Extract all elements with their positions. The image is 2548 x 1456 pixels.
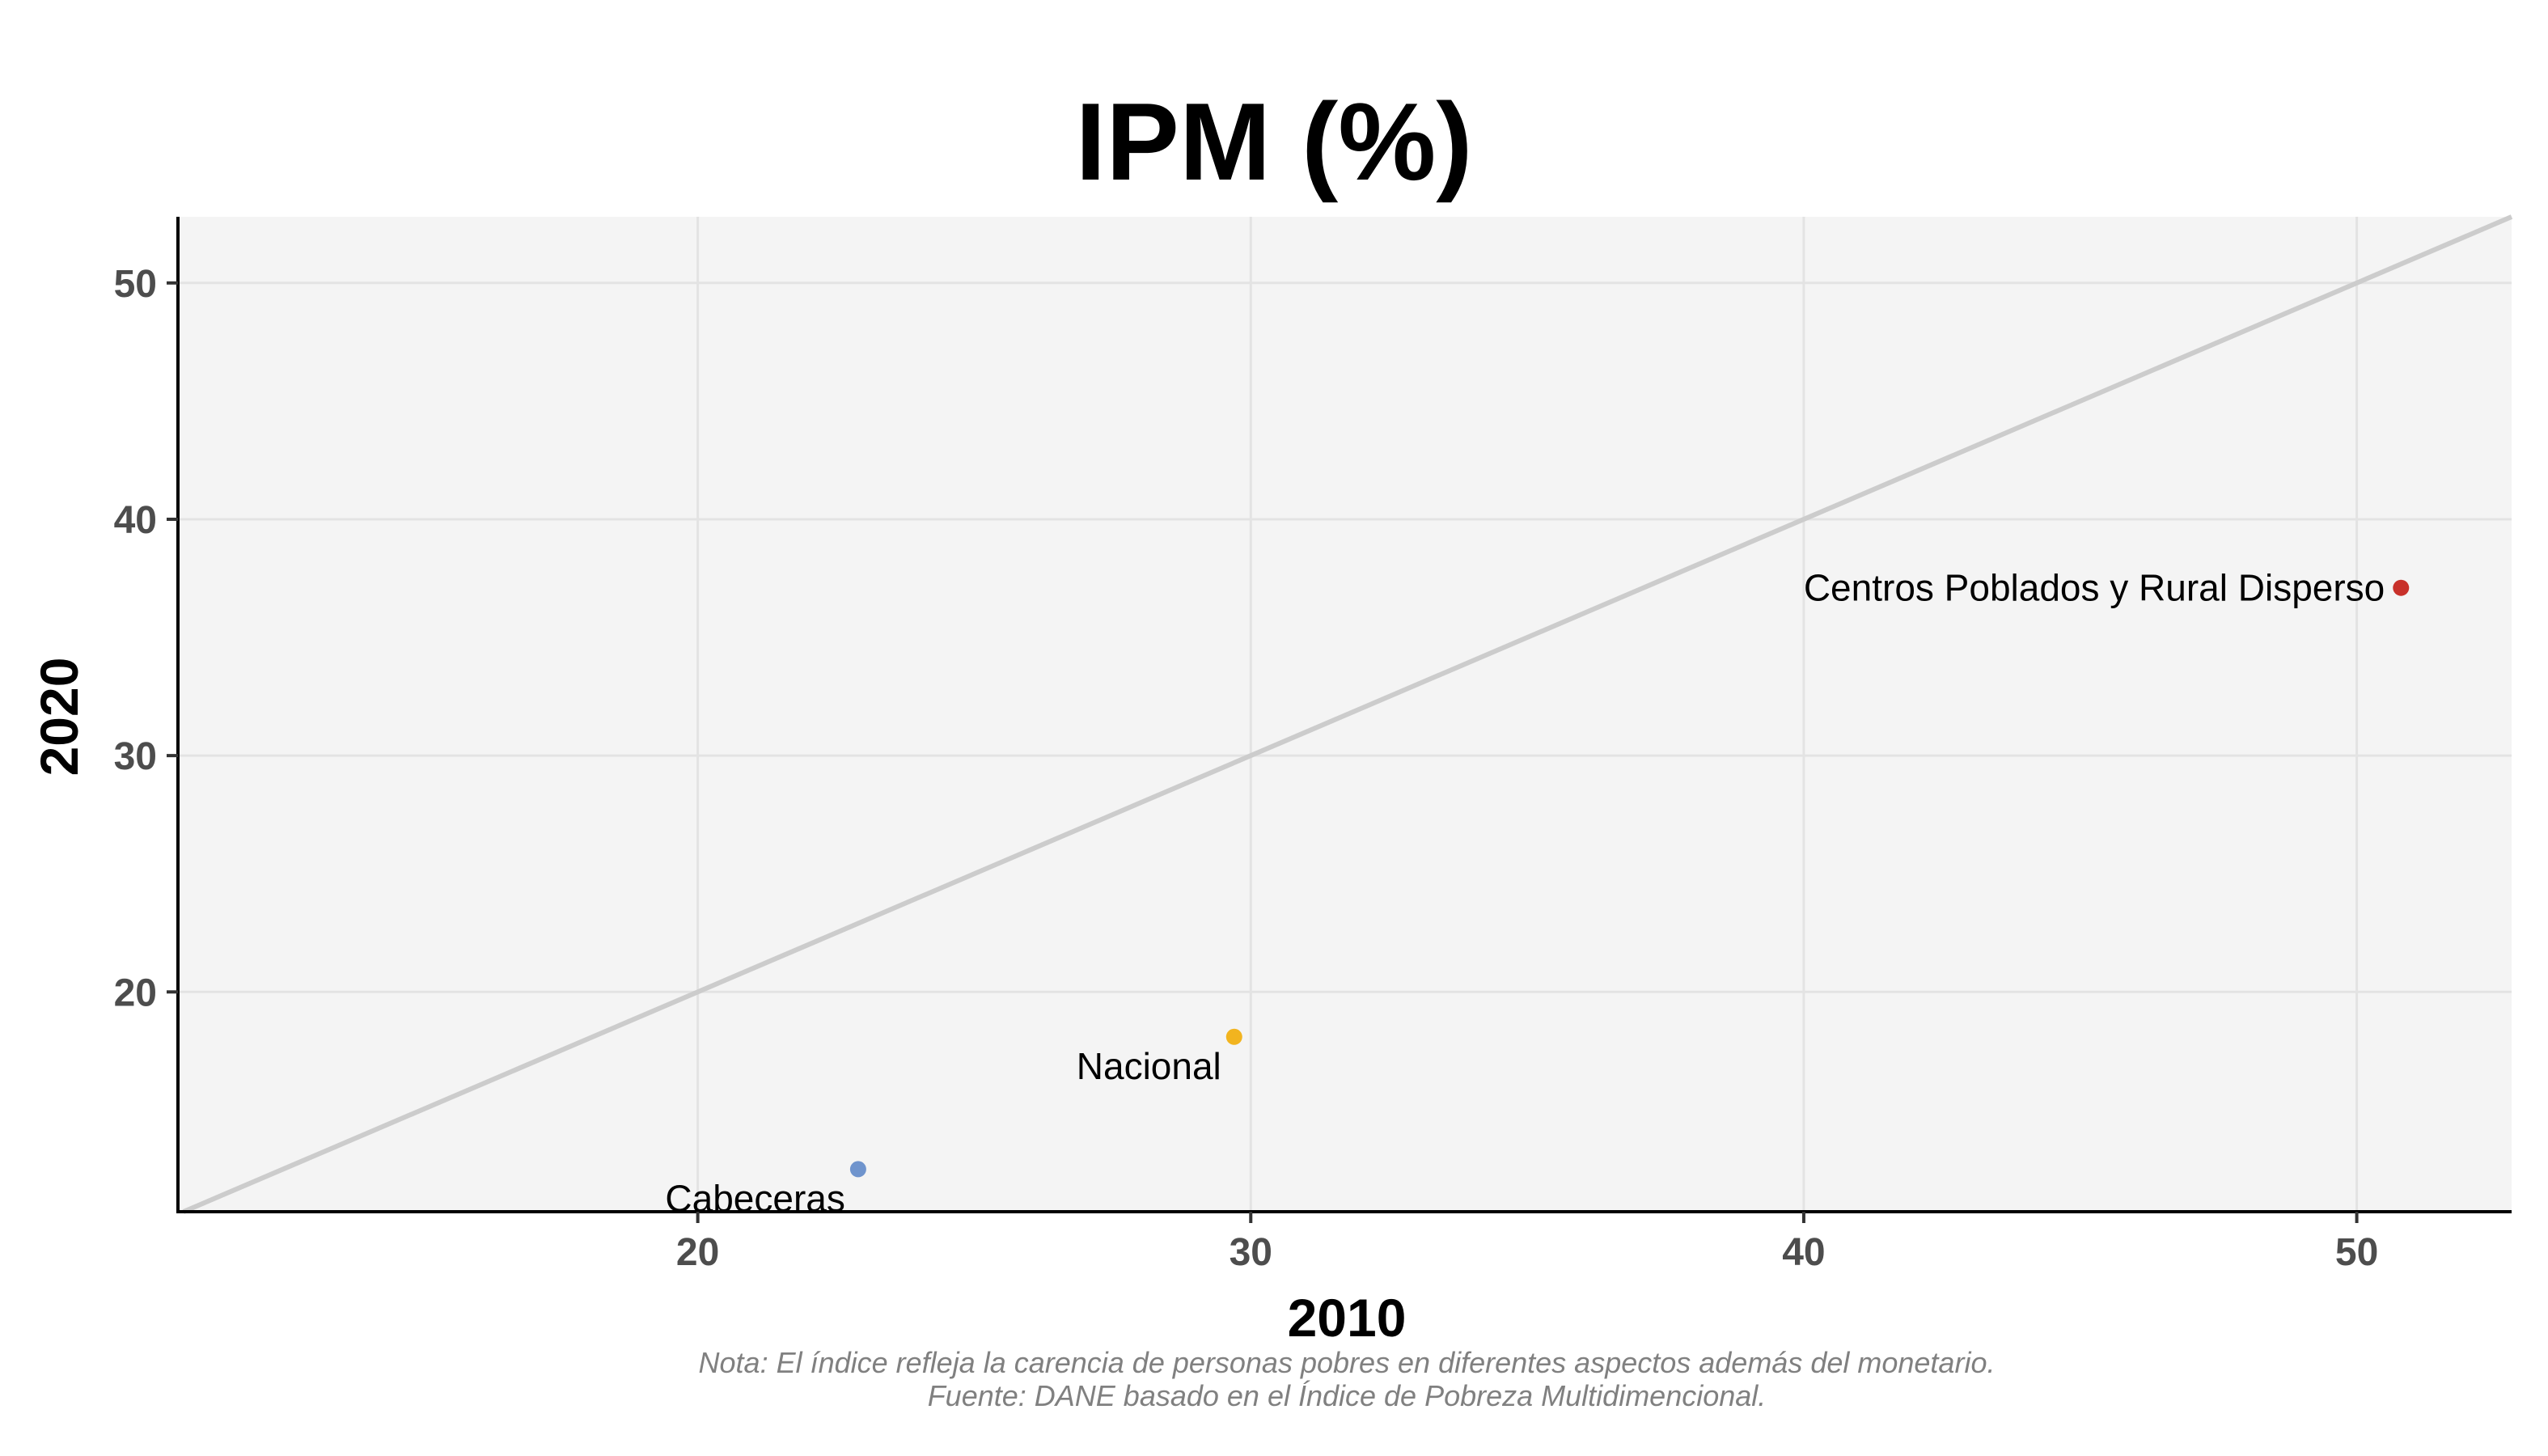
grid-lines [178, 217, 2512, 1212]
y-tick-label: 40 [114, 499, 157, 542]
y-tick-label: 30 [114, 735, 157, 778]
x-axis-title: 2010 [1288, 1288, 1407, 1348]
point-label: Nacional [1077, 1045, 1221, 1087]
data-point [849, 1161, 866, 1178]
identity-reference-line [182, 214, 2513, 1214]
data-point [1225, 1028, 1242, 1045]
y-axis-title: 2020 [29, 658, 89, 777]
x-tick-label: 50 [2335, 1231, 2378, 1274]
caption-note: Nota: El índice refleja la carencia de p… [699, 1346, 1996, 1379]
data-point [2393, 579, 2410, 596]
caption-source: Fuente: DANE basado en el Índice de Pobr… [928, 1379, 1767, 1412]
point-labels: Cabeceras Nacional Centros Poblados y Rura… [665, 567, 2385, 1220]
chart-title: IPM (%) [1075, 80, 1472, 203]
data-points [849, 579, 2410, 1178]
x-tick-label: 40 [1782, 1231, 1825, 1274]
point-label: Centros Poblados y Rural Disperso [1804, 567, 2385, 609]
x-tick-label: 30 [1230, 1231, 1272, 1274]
tick-labels: 20 30 40 50 20 30 40 50 [114, 263, 2379, 1274]
point-label: Cabeceras [665, 1177, 844, 1219]
y-tick-label: 50 [114, 263, 157, 306]
y-tick-label: 20 [114, 971, 157, 1014]
x-tick-label: 20 [676, 1231, 719, 1274]
axes [167, 217, 2512, 1223]
